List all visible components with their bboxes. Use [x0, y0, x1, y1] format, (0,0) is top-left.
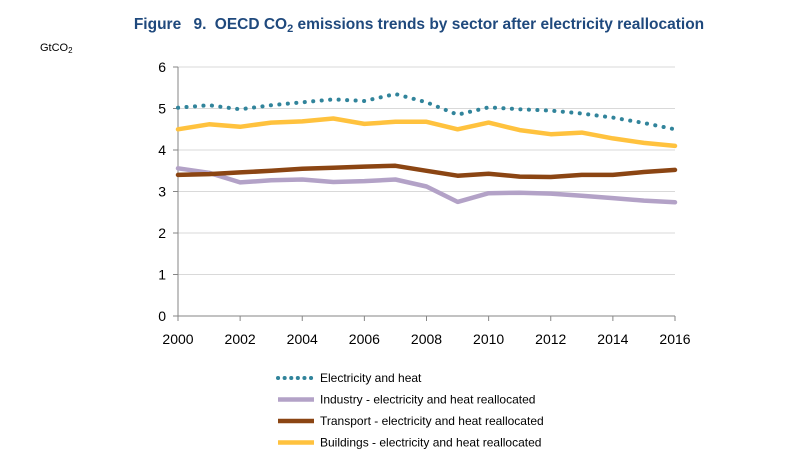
- y-tick-label-5: 5: [158, 101, 166, 117]
- x-tick-label-2004: 2004: [287, 331, 318, 347]
- title-prefix: Figure: [134, 16, 182, 33]
- legend: Electricity and heat Industry - electrici…: [276, 371, 544, 450]
- x-tick-label-2008: 2008: [411, 331, 442, 347]
- x-tick-label-2016: 2016: [659, 331, 690, 347]
- title-subscript: 2: [287, 23, 293, 35]
- y-tick-label-1: 1: [158, 267, 166, 283]
- y-tick-label-2: 2: [158, 225, 166, 241]
- y-tick-label-3: 3: [158, 184, 166, 200]
- legend-label-electricity: Electricity and heat: [320, 371, 422, 385]
- legend-label-industry: Industry - electricity and heat realloca…: [320, 393, 535, 407]
- series-line-industry: [175, 166, 678, 205]
- series-line-transport: [175, 163, 678, 180]
- y-tick-label-4: 4: [158, 142, 166, 158]
- x-tick-label-2000: 2000: [162, 331, 193, 347]
- x-tick-label-2002: 2002: [225, 331, 256, 347]
- series-line-buildings: [175, 116, 678, 149]
- title-text-b: emissions trends by sector after electri…: [293, 16, 704, 33]
- axes: [173, 66, 676, 321]
- chart-title: Figure 9. OECD CO2 emissions trends by s…: [134, 16, 704, 35]
- tick-labels: 0 1 2 3 4 5 6 2000 2002 2004 2006 2008 2010 2012 2014 2…: [158, 59, 691, 347]
- legend-label-buildings: Buildings - electricity and heat realloc…: [320, 436, 541, 450]
- x-tick-label-2006: 2006: [349, 331, 380, 347]
- legend-label-transport: Transport - electricity and heat realloc…: [320, 414, 544, 428]
- y-tick-label-0: 0: [158, 308, 166, 324]
- x-tick-label-2014: 2014: [597, 331, 628, 347]
- x-tick-label-2012: 2012: [535, 331, 566, 347]
- series-lines: [175, 92, 678, 205]
- y-axis-unit-label: GtCO2: [40, 42, 73, 55]
- y-unit-subscript: 2: [68, 46, 73, 55]
- gridlines: [178, 66, 675, 275]
- series-line-electricity: [176, 92, 677, 132]
- y-tick-label-6: 6: [158, 59, 166, 75]
- y-unit-main: GtCO: [40, 42, 69, 54]
- title-text-a: OECD CO: [215, 16, 287, 33]
- title-number: 9.: [194, 16, 207, 33]
- x-tick-label-2010: 2010: [473, 331, 504, 347]
